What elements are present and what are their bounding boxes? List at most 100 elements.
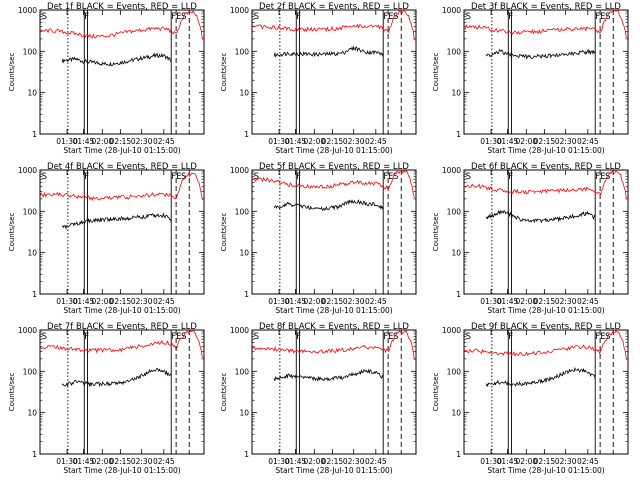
y-tick-label: 10 — [239, 409, 249, 418]
x-axis-label: Start Time (28-Jul-10 01:15:00) — [63, 466, 180, 475]
time-marker-label: F — [171, 332, 176, 342]
x-tick-label: 02:30 — [343, 297, 365, 306]
x-tick-label: 02:30 — [131, 137, 153, 146]
x-tick-label: 02:30 — [131, 457, 153, 466]
series-line-lld — [251, 169, 415, 198]
plot-frame — [463, 9, 629, 135]
y-tick-label: 1000 — [442, 326, 461, 335]
y-tick-label: 100 — [23, 207, 38, 216]
chart-title: Det 1f BLACK = Events, RED = LLD — [47, 2, 197, 12]
y-tick-label: 1 — [32, 450, 37, 459]
time-marker-label: S — [254, 12, 259, 22]
time-marker-label: S — [605, 12, 610, 22]
chart-panel-6: Det 6f BLACK = Events, RED = LLD 1 10 100 10… — [432, 162, 629, 315]
time-marker-label: E — [600, 332, 605, 342]
time-marker-label: F — [383, 332, 388, 342]
series-line-lld — [463, 329, 627, 360]
x-tick-label: 02:15 — [534, 457, 556, 466]
series-line-lld — [463, 8, 627, 39]
plot-frame — [251, 169, 417, 295]
x-tick-label: 02:00 — [92, 297, 114, 306]
x-tick-label: 02:45 — [153, 297, 175, 306]
plot-frame — [39, 329, 205, 455]
x-tick-label: 02:15 — [322, 457, 344, 466]
x-tick-label: 02:15 — [534, 297, 556, 306]
time-marker-label: E — [600, 172, 605, 182]
plot-frame — [39, 169, 205, 295]
chart-title: Det 2f BLACK = Events, RED = LLD — [259, 2, 409, 12]
y-axis-label: Counts/sec — [220, 373, 228, 412]
x-tick-label: 01:45 — [497, 457, 519, 466]
time-marker-label: E — [388, 12, 393, 22]
x-tick-label: 01:30 — [268, 297, 290, 306]
time-marker-label: F — [84, 172, 89, 182]
chart-title: Det 9f BLACK = Events, RED = LLD — [471, 322, 621, 332]
series-line-events — [61, 52, 172, 67]
chart-panel-9: Det 9f BLACK = Events, RED = LLD 1 10 100 10… — [432, 322, 629, 475]
time-marker-label: F — [383, 172, 388, 182]
x-tick-label: 02:00 — [516, 457, 538, 466]
x-tick-label: 02:15 — [534, 137, 556, 146]
x-tick-label: 02:45 — [153, 137, 175, 146]
y-tick-label: 100 — [447, 367, 462, 376]
x-tick-label: 02:30 — [555, 137, 577, 146]
series-line-lld — [39, 172, 203, 202]
y-axis-label: Counts/sec — [8, 53, 16, 92]
chart-panel-8: Det 8f BLACK = Events, RED = LLD 1 10 100 10… — [220, 322, 417, 475]
time-marker-label: F — [508, 12, 513, 22]
series-line-lld — [251, 9, 415, 41]
y-tick-label: 1000 — [18, 166, 37, 175]
x-tick-label: 02:15 — [110, 137, 132, 146]
y-tick-label: 1 — [456, 130, 461, 139]
x-tick-label: 01:30 — [56, 457, 78, 466]
y-tick-label: 10 — [27, 89, 37, 98]
time-marker-label: E — [388, 332, 393, 342]
x-tick-label: 02:00 — [92, 137, 114, 146]
x-tick-label: 02:00 — [92, 457, 114, 466]
series-line-events — [485, 48, 596, 60]
chart-panel-5: Det 5f BLACK = Events, RED = LLD 1 10 100 10… — [220, 162, 417, 315]
x-tick-label: 01:30 — [480, 297, 502, 306]
series-line-events — [61, 367, 172, 388]
x-tick-label: 02:15 — [110, 297, 132, 306]
x-tick-label: 02:45 — [577, 457, 599, 466]
x-tick-label: 02:30 — [343, 137, 365, 146]
y-axis-label: Counts/sec — [8, 373, 16, 412]
chart-title: Det 4f BLACK = Events, RED = LLD — [47, 162, 197, 172]
time-marker-label: F — [383, 12, 388, 22]
y-tick-label: 100 — [447, 47, 462, 56]
y-tick-label: 10 — [239, 89, 249, 98]
y-axis-label: Counts/sec — [432, 373, 440, 412]
time-marker-label: F — [296, 12, 301, 22]
time-marker-label: E — [176, 12, 181, 22]
x-axis-label: Start Time (28-Jul-10 01:15:00) — [275, 306, 392, 315]
plot-frame — [463, 169, 629, 295]
chart-panel-3: Det 3f BLACK = Events, RED = LLD 1 10 100 10… — [432, 2, 629, 155]
x-tick-label: 02:45 — [153, 457, 175, 466]
y-tick-label: 1 — [456, 450, 461, 459]
x-tick-label: 02:30 — [555, 297, 577, 306]
y-tick-label: 1000 — [230, 166, 249, 175]
time-marker-label: S — [181, 172, 186, 182]
time-marker-label: S — [42, 172, 47, 182]
time-marker-label: S — [393, 332, 398, 342]
x-tick-label: 02:45 — [577, 137, 599, 146]
x-tick-label: 02:45 — [365, 457, 387, 466]
x-tick-label: 02:15 — [322, 137, 344, 146]
x-axis-label: Start Time (28-Jul-10 01:15:00) — [487, 146, 604, 155]
time-marker-label: F — [595, 12, 600, 22]
chart-title: Det 6f BLACK = Events, RED = LLD — [471, 162, 621, 172]
x-tick-label: 01:30 — [480, 457, 502, 466]
x-tick-label: 02:30 — [555, 457, 577, 466]
x-axis-label: Start Time (28-Jul-10 01:15:00) — [275, 466, 392, 475]
x-tick-label: 01:45 — [73, 137, 95, 146]
y-tick-label: 1 — [32, 290, 37, 299]
time-marker-label: S — [42, 12, 47, 22]
y-tick-label: 10 — [451, 409, 461, 418]
x-tick-label: 01:30 — [56, 297, 78, 306]
x-axis-label: Start Time (28-Jul-10 01:15:00) — [63, 306, 180, 315]
x-tick-label: 01:30 — [268, 137, 290, 146]
series-line-events — [485, 367, 596, 388]
plot-frame — [251, 9, 417, 135]
